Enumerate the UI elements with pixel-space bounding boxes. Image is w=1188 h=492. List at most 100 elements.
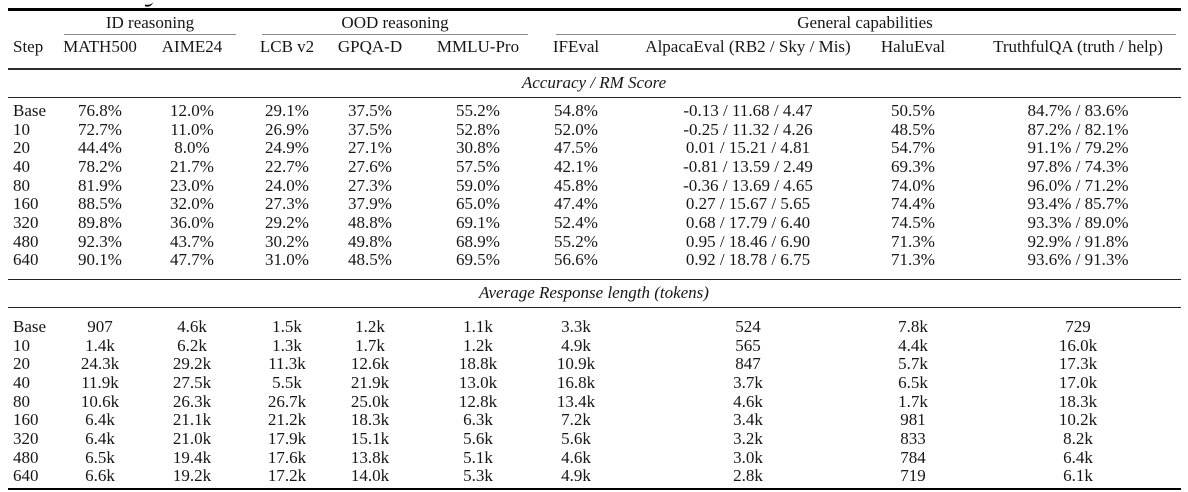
table-cell: 74.0%	[891, 175, 935, 195]
rule-cmid-id-reasoning	[64, 33, 236, 35]
rule-cmid-ood-reasoning	[262, 33, 528, 35]
table-cell: 32.0%	[170, 194, 214, 214]
table-cell: 84.7% / 83.6%	[1027, 101, 1129, 120]
column-header-ifeval: IFEval	[552, 36, 600, 56]
table-cell: 17.3k	[1058, 354, 1098, 374]
table-cell: 74.4%	[891, 194, 935, 214]
row-step-label: 20	[13, 138, 30, 158]
row-step-label: 160	[13, 194, 39, 214]
table-cell: 14.0k	[350, 466, 390, 486]
table-cell: 24.3k	[80, 354, 120, 374]
table-cell: 5.1k	[463, 447, 493, 467]
table-cell: 4.6k	[561, 447, 591, 467]
table-cell: 21.2k	[267, 410, 307, 430]
table-cell: 27.3%	[265, 194, 309, 214]
table-cell: 833	[900, 428, 926, 448]
table-cell: 907	[87, 317, 113, 336]
table-cell: 29.2%	[265, 212, 309, 232]
table-cell: 43.7%	[170, 231, 214, 251]
table-cell: 54.8%	[554, 101, 598, 120]
table-cell: 7.2k	[561, 410, 591, 430]
rule-below-header	[8, 68, 1181, 70]
table-cell: 10.9k	[556, 354, 596, 374]
row-step-label: 640	[13, 250, 39, 270]
table-cell: 37.5%	[348, 119, 392, 139]
table-cell: 92.3%	[78, 231, 122, 251]
row-step-label: 320	[13, 428, 39, 448]
table-cell: 71.3%	[891, 231, 935, 251]
rule-below-section1-title	[8, 96, 1181, 98]
table-cell: 55.2%	[554, 231, 598, 251]
table-cell: 0.68 / 17.79 / 6.40	[685, 212, 811, 232]
table-cell: 69.1%	[456, 212, 500, 232]
table-cell: 48.5%	[891, 119, 935, 139]
table-cell: 981	[900, 410, 926, 430]
table-cell: 30.8%	[456, 138, 500, 158]
group-header-general-capabilities: General capabilities	[797, 13, 933, 32]
table-cell: 44.4%	[78, 138, 122, 158]
table-cell: 17.9k	[267, 428, 307, 448]
rule-above-section2-title	[8, 278, 1181, 280]
table-cell: 12.8k	[458, 391, 498, 411]
table-cell: 57.5%	[456, 156, 500, 176]
table-cell: 97.8% / 74.3%	[1027, 156, 1129, 176]
table-cell: 37.9%	[348, 194, 392, 214]
table-cell: 0.92 / 18.78 / 6.75	[685, 250, 811, 270]
table-cell: 16.0k	[1058, 335, 1098, 355]
table-cell: 17.6k	[267, 447, 307, 467]
table-cell: 13.8k	[350, 447, 390, 467]
table-cell: 3.4k	[733, 410, 763, 430]
table-cell: 1.5k	[272, 317, 302, 336]
column-header-math500: MATH500	[63, 36, 137, 56]
rule-bottom	[8, 488, 1181, 490]
table-cell: 6.1k	[1063, 466, 1093, 486]
table-cell: 18.3k	[1058, 391, 1098, 411]
table-cell: 6.5k	[85, 447, 115, 467]
table-cell: 4.6k	[733, 391, 763, 411]
table-cell: 12.0%	[170, 101, 214, 120]
table-cell: 56.6%	[554, 250, 598, 270]
table-cell: 65.0%	[456, 194, 500, 214]
table-cell: 49.8%	[348, 231, 392, 251]
table-cell: 42.1%	[554, 156, 598, 176]
table-cell: 50.5%	[891, 101, 935, 120]
row-step-label: 40	[13, 372, 30, 392]
table-cell: 21.1k	[172, 410, 212, 430]
table-cell: 91.1% / 79.2%	[1027, 138, 1129, 158]
table-cell: 4.9k	[561, 466, 591, 486]
table-cell: 17.2k	[267, 466, 307, 486]
table-cell: 26.7k	[267, 391, 307, 411]
table-cell: 4.6k	[177, 317, 207, 336]
table-cell: 47.4%	[554, 194, 598, 214]
table-cell: 3.7k	[733, 372, 763, 392]
table-cell: 24.9%	[265, 138, 309, 158]
table-cell: 52.0%	[554, 119, 598, 139]
table-cell: 52.8%	[456, 119, 500, 139]
table-cell: 21.9k	[350, 372, 390, 392]
column-header-gpqa-d: GPQA-D	[337, 36, 403, 56]
table-cell: 6.4k	[85, 410, 115, 430]
table-cell: 15.1k	[350, 428, 390, 448]
table-cell: 21.7%	[170, 156, 214, 176]
table-cell: 48.5%	[348, 250, 392, 270]
table-cell: 10.6k	[80, 391, 120, 411]
table-cell: 19.4k	[172, 447, 212, 467]
table-cell: 11.0%	[170, 119, 214, 139]
table-cell: 524	[735, 317, 761, 336]
table-cell: 13.0k	[458, 372, 498, 392]
column-header-halueval: HaluEval	[880, 36, 946, 56]
table-cell: 1.4k	[85, 335, 115, 355]
table-cell: 31.0%	[265, 250, 309, 270]
group-header-id-reasoning: ID reasoning	[105, 13, 195, 32]
column-header-alpacaeval-rb2-sky-mis: AlpacaEval (RB2 / Sky / Mis)	[645, 36, 851, 56]
table-cell: 719	[900, 466, 926, 486]
group-header-ood-reasoning: OOD reasoning	[341, 13, 449, 32]
table-cell: 76.8%	[78, 101, 122, 120]
table-cell: 12.6k	[350, 354, 390, 374]
table-cell: 5.3k	[463, 466, 493, 486]
row-step-label: 640	[13, 466, 39, 486]
row-step-label: 20	[13, 354, 30, 374]
table-cell: 22.7%	[265, 156, 309, 176]
table-cell: 6.4k	[1063, 447, 1093, 467]
table-cell: 19.2k	[172, 466, 212, 486]
